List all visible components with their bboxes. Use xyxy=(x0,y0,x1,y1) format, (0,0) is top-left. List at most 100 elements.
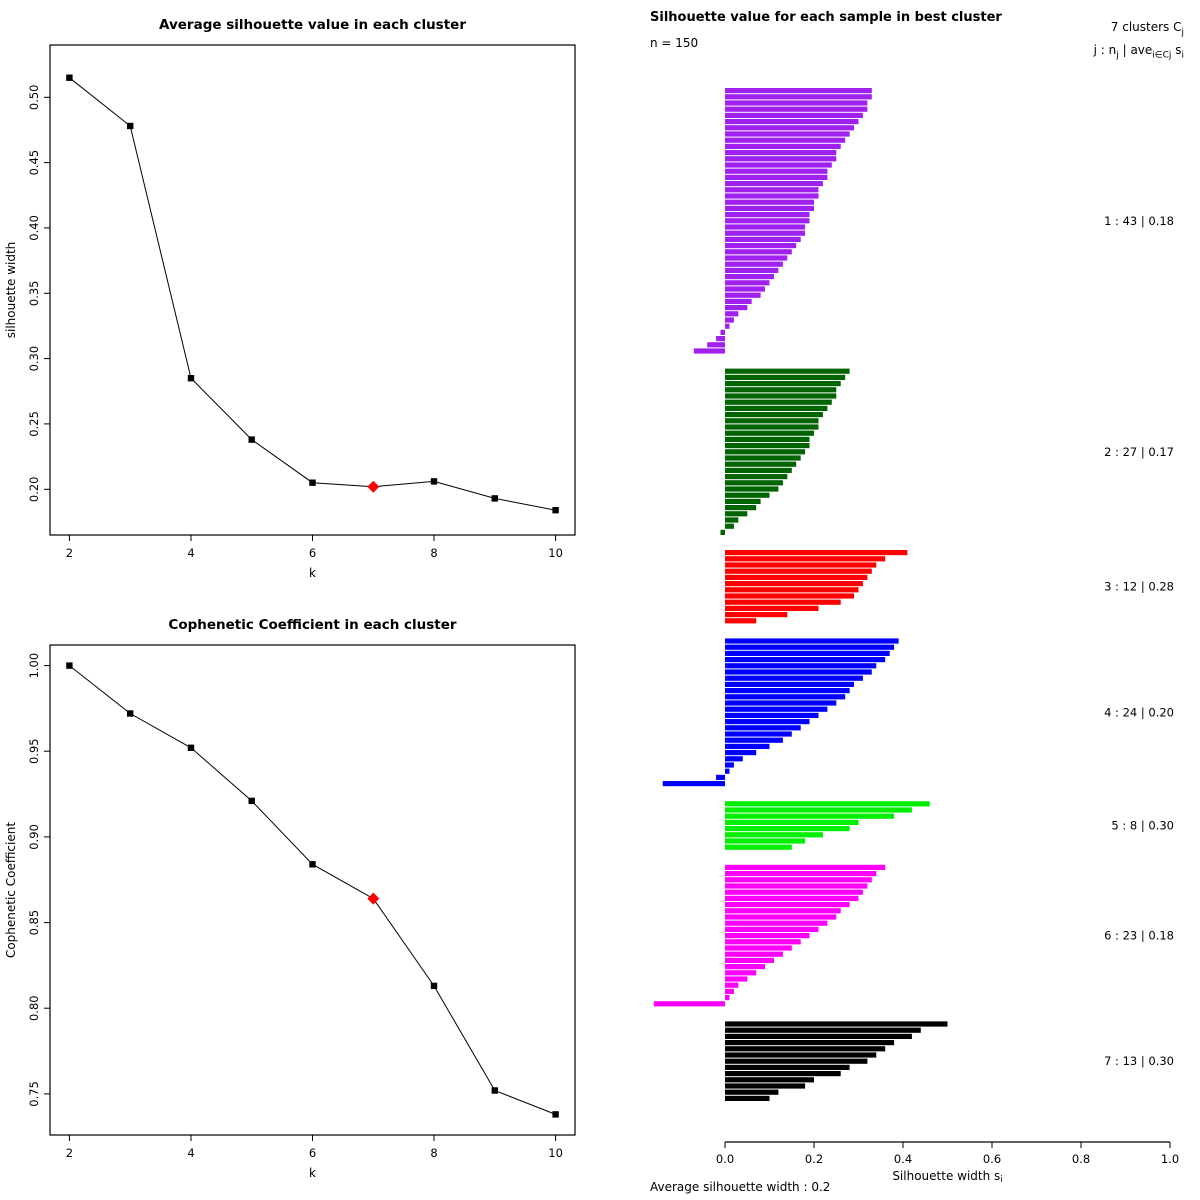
y-tick-label: 0.85 xyxy=(27,910,41,936)
x-tick-label: 10 xyxy=(548,546,563,560)
data-point-marker xyxy=(552,1111,559,1118)
silhouette-bar xyxy=(725,181,823,187)
x-tick-label: 0.8 xyxy=(1072,1152,1090,1166)
cluster-count-sub: j xyxy=(1181,27,1184,38)
silhouette-bar xyxy=(725,505,757,511)
silhouette-bar xyxy=(725,230,806,236)
x-tick-label: 4 xyxy=(187,546,194,560)
silhouette-bar xyxy=(725,807,912,813)
silhouette-bar xyxy=(725,933,810,939)
silhouette-bar xyxy=(725,106,868,112)
silhouette-bar xyxy=(725,605,819,611)
silhouette-bar xyxy=(725,131,850,137)
y-tick-label: 0.75 xyxy=(27,1081,41,1107)
data-point-marker xyxy=(552,507,559,514)
plot-box xyxy=(49,644,576,1136)
silhouette-bar xyxy=(662,781,725,787)
silhouette-bar xyxy=(725,1033,912,1039)
silhouette-bar xyxy=(725,581,863,587)
silhouette-bar xyxy=(725,731,792,737)
silhouette-bar xyxy=(725,688,850,694)
silhouette-bar xyxy=(725,568,872,574)
silhouette-bar xyxy=(725,480,783,486)
silhouette-bar xyxy=(725,995,730,1001)
silhouette-bar xyxy=(725,737,783,743)
silhouette-bar xyxy=(725,298,752,304)
avg-silhouette-line-chart: Average silhouette value in each cluster… xyxy=(4,17,576,580)
silhouette-bar xyxy=(725,877,872,883)
silhouette-bar xyxy=(725,261,783,267)
y-tick-label: 0.25 xyxy=(27,411,41,437)
silhouette-bar xyxy=(725,976,748,982)
cluster-label: 6 : 23 | 0.18 xyxy=(1104,929,1174,943)
silhouette-bar xyxy=(725,286,765,292)
data-point-marker xyxy=(248,797,255,805)
silhouette-bar xyxy=(725,593,854,599)
silhouette-bar xyxy=(725,1089,779,1095)
silhouette-bar xyxy=(725,368,850,374)
silhouette-bar xyxy=(725,205,814,211)
cophenetic-panel: Cophenetic Coefficient in each cluster 2 4… xyxy=(0,600,640,1200)
silhouette-bar xyxy=(725,374,846,380)
cophenetic-line-chart: Cophenetic Coefficient in each cluster 2 4… xyxy=(4,617,576,1180)
silhouette-bar xyxy=(725,988,734,994)
silhouette-bar xyxy=(725,267,779,273)
silhouette-bar xyxy=(725,719,810,725)
silhouette-bar xyxy=(725,618,757,624)
silhouette-bar xyxy=(725,819,859,825)
silhouette-bar xyxy=(716,336,725,342)
silhouette-bar xyxy=(725,218,810,224)
cluster-label: 2 : 27 | 0.17 xyxy=(1104,445,1174,459)
silhouette-bar xyxy=(725,143,841,149)
silhouette-bar xyxy=(725,424,819,430)
x-tick-label: 0.2 xyxy=(805,1152,823,1166)
silhouette-bar xyxy=(725,492,770,498)
silhouette-bar xyxy=(725,430,814,436)
x-tick-label: 0.0 xyxy=(716,1152,734,1166)
silhouette-bar xyxy=(725,274,774,280)
silhouette-bar xyxy=(725,574,868,580)
y-tick-label: 1.00 xyxy=(27,653,41,679)
silhouette-bar xyxy=(725,743,770,749)
cluster-summary-header: 7 clusters Cj j : nj | avei∈Cj si xyxy=(1094,18,1184,65)
silhouette-bar xyxy=(725,1077,814,1083)
silhouette-bar xyxy=(725,517,739,523)
silhouette-bar xyxy=(725,644,895,650)
silhouette-bar xyxy=(716,774,725,780)
y-axis-label: silhouette width xyxy=(4,242,18,339)
silhouette-panel: 1 : 43 | 0.18 2 : 27 | 0.17 3 : 12 | 0.28 4… xyxy=(640,0,1200,1200)
silhouette-bar xyxy=(725,1040,895,1046)
silhouette-bar xyxy=(725,1052,877,1058)
silhouette-bar xyxy=(725,675,863,681)
silhouette-bar xyxy=(725,199,814,205)
cluster-count-line: 7 clusters Cj xyxy=(1094,18,1184,41)
silhouette-bar xyxy=(725,280,770,286)
chart-title: Cophenetic Coefficient in each cluster xyxy=(168,617,457,633)
y-tick-label: 0.90 xyxy=(27,824,41,850)
data-point-marker xyxy=(248,436,255,443)
legend-seg3-sub: i xyxy=(1181,50,1184,61)
x-tick-label: 4 xyxy=(187,1146,194,1160)
silhouette-bar xyxy=(725,486,779,492)
silhouette-bar xyxy=(725,612,788,618)
silhouette-bar xyxy=(725,556,886,562)
silhouette-bar xyxy=(707,342,725,348)
silhouette-bar xyxy=(725,871,877,877)
silhouette-bar xyxy=(725,1095,770,1101)
y-tick-label: 0.80 xyxy=(27,995,41,1021)
silhouette-bar xyxy=(725,119,859,125)
best-k-marker xyxy=(367,480,380,493)
silhouette-bar xyxy=(725,844,792,850)
cluster-label: 3 : 12 | 0.28 xyxy=(1104,580,1174,594)
cluster-count-text: 7 clusters C xyxy=(1110,20,1182,34)
silhouette-bar xyxy=(725,970,757,976)
silhouette-bar xyxy=(725,412,823,418)
silhouette-bar xyxy=(725,939,801,945)
silhouette-bar xyxy=(725,902,850,908)
silhouette-bar xyxy=(725,562,877,568)
silhouette-bar xyxy=(725,511,748,517)
silhouette-bar xyxy=(725,951,783,957)
silhouette-bar xyxy=(725,920,828,926)
silhouette-bar xyxy=(725,762,734,768)
silhouette-bar xyxy=(725,1046,886,1052)
